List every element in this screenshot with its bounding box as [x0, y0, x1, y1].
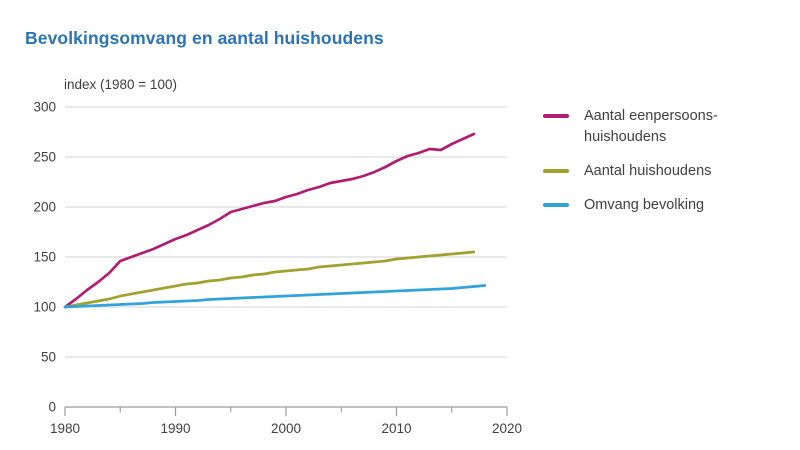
y-tick-label-250: 250 [33, 150, 56, 165]
x-tick-label-1990: 1990 [160, 421, 190, 436]
y-tick-label-300: 300 [33, 100, 56, 115]
y-tick-label-150: 150 [33, 250, 56, 265]
legend-item-1: Aantal huishoudens [543, 161, 718, 182]
series-line-0 [63, 132, 476, 309]
y-tick-label-0: 0 [48, 400, 56, 415]
y-tick-label-100: 100 [33, 300, 56, 315]
chart-legend: Aantal eenpersoons-huishoudens Aantal hui… [543, 106, 718, 216]
chart-title: Bevolkingsomvang en aantal huishoudens [25, 28, 384, 48]
series-line-1 [63, 250, 476, 309]
legend-label: Omvang bevolking [584, 197, 705, 213]
x-tick-label-1980: 1980 [50, 421, 80, 436]
x-tick-label-2000: 2000 [271, 421, 301, 436]
legend-label: Aantal eenpersoons-huishoudens [584, 108, 718, 145]
legend-swatch-icon [543, 203, 569, 207]
legend-label: Aantal huishoudens [584, 163, 712, 179]
legend-swatch-icon [543, 169, 569, 173]
y-tick-label-200: 200 [33, 200, 56, 215]
x-tick-label-2020: 2020 [492, 421, 522, 436]
y-axis-unit-label: index (1980 = 100) [64, 77, 177, 92]
legend-item-2: Omvang bevolking [543, 195, 718, 216]
y-tick-label-50: 50 [41, 350, 56, 365]
x-tick-label-2010: 2010 [381, 421, 411, 436]
series-line-2 [63, 284, 487, 309]
legend-swatch-icon [543, 114, 569, 118]
legend-item-0: Aantal eenpersoons-huishoudens [543, 106, 718, 148]
